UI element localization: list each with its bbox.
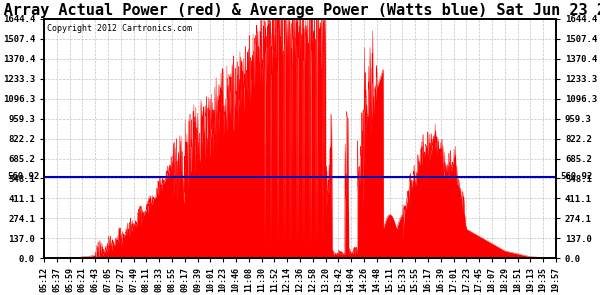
Text: 560.92: 560.92 (8, 172, 40, 181)
Text: Copyright 2012 Cartronics.com: Copyright 2012 Cartronics.com (47, 24, 191, 33)
Title: West Array Actual Power (red) & Average Power (Watts blue) Sat Jun 23 20:04: West Array Actual Power (red) & Average … (0, 3, 600, 18)
Text: 560.92: 560.92 (560, 172, 592, 181)
